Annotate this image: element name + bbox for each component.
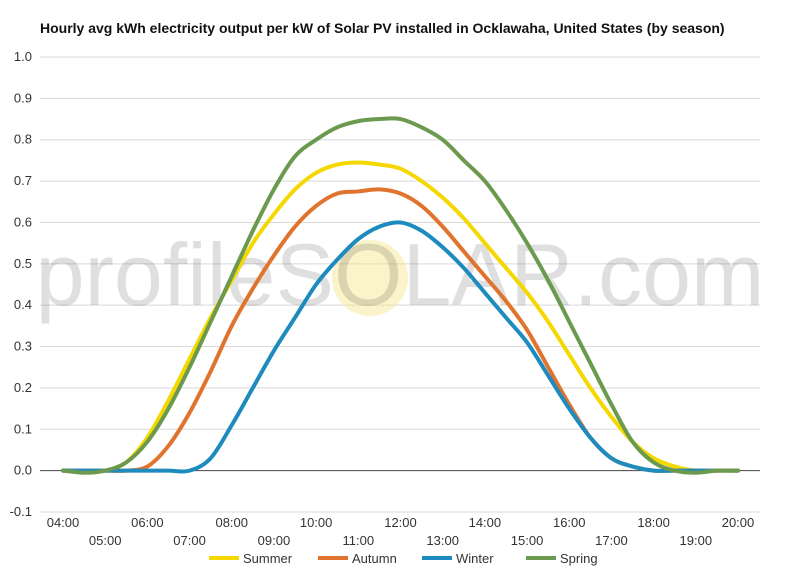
chart-title: Hourly avg kWh electricity output per kW… [40, 20, 725, 36]
y-tick-label: 0.4 [14, 297, 32, 312]
x-tick-label: 08:00 [215, 515, 248, 530]
chart-legend: Summer Autumn Winter Spring [209, 551, 598, 566]
x-tick-label: 16:00 [553, 515, 586, 530]
y-tick-label: 1.0 [14, 49, 32, 64]
x-tick-label: 13:00 [426, 533, 459, 548]
watermark-text: profileSOLAR.com [36, 225, 765, 324]
y-tick-label: 0.9 [14, 90, 32, 105]
series-line-winter [61, 220, 740, 474]
x-tick-label: 05:00 [89, 533, 122, 548]
x-tick-label: 19:00 [680, 533, 713, 548]
y-axis-ticks: -0.1 0.0 0.1 0.2 0.3 0.4 0.5 0.6 0.7 0.8 0.9 1.0 [10, 49, 32, 519]
y-tick-label: 0.0 [14, 463, 32, 478]
x-tick-label: 15:00 [511, 533, 544, 548]
x-tick-label: 04:00 [47, 515, 80, 530]
x-tick-label: 20:00 [722, 515, 755, 530]
y-tick-label: 0.1 [14, 421, 32, 436]
x-tick-label: 11:00 [343, 533, 375, 548]
legend-label-summer: Summer [243, 551, 293, 566]
y-tick-label: 0.5 [14, 256, 32, 271]
x-tick-label: 18:00 [637, 515, 670, 530]
chart-series [61, 116, 740, 475]
y-tick-label: 0.8 [14, 132, 32, 147]
legend-label-autumn: Autumn [352, 551, 397, 566]
y-tick-label: 0.2 [14, 380, 32, 395]
watermark-sun-icon [332, 240, 408, 316]
x-axis-ticks: 04:00 05:00 06:00 07:00 08:00 09:00 10:00 11:00… [47, 515, 755, 548]
series-line-spring [61, 116, 740, 475]
legend-label-winter: Winter [456, 551, 494, 566]
x-tick-label: 06:00 [131, 515, 164, 530]
x-tick-label: 17:00 [595, 533, 628, 548]
y-tick-label: 0.6 [14, 214, 32, 229]
x-tick-label: 10:00 [300, 515, 333, 530]
y-tick-label: 0.3 [14, 339, 32, 354]
x-tick-label: 07:00 [173, 533, 206, 548]
x-tick-label: 14:00 [469, 515, 502, 530]
x-tick-label: 12:00 [384, 515, 417, 530]
x-tick-label: 09:00 [258, 533, 291, 548]
y-tick-label: 0.7 [14, 173, 32, 188]
legend-label-spring: Spring [560, 551, 598, 566]
y-tick-label: -0.1 [10, 504, 32, 519]
watermark: profileSOLAR.com [36, 225, 765, 324]
